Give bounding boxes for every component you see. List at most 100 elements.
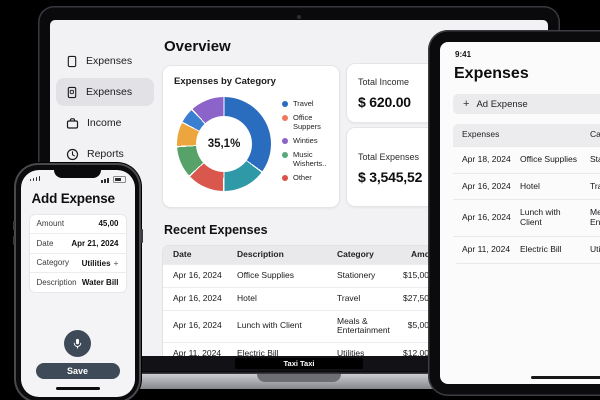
legend-dot [282, 100, 288, 107]
col-expenses: Expenses [462, 129, 500, 139]
table-row[interactable]: Apr 16, 2024 Hotel Travel $27,50 [163, 287, 439, 311]
date-field[interactable]: Date Apr 21, 2024 [29, 234, 126, 254]
laptop-base [95, 374, 503, 389]
phone-page-title: Add Expense [31, 190, 116, 206]
power-button [140, 229, 143, 243]
tablet-expenses-table: Expenses Category Apr 18, 2024 Office Su… [453, 124, 600, 264]
table-header-row: Date Description Category Amount [163, 246, 439, 265]
cell-category: Meals & Entertainment [337, 315, 390, 336]
cell-category: Utilities [590, 243, 600, 254]
table-row[interactable]: Apr 16, 2024 Lunch with Client Meals & E… [453, 200, 600, 237]
sidebar-item-expenses-2[interactable]: Expenses [56, 78, 154, 106]
cell-date: Apr 11, 2024 [462, 243, 511, 254]
col-amount: Amount [411, 249, 440, 260]
document-icon [67, 55, 77, 67]
total-income-card: Total Income $ 620.00 [346, 63, 442, 123]
cell-date: Apr 11, 2024 [173, 348, 222, 356]
cell-description: Electric Bill [237, 348, 279, 356]
cell-description: Hotel [520, 180, 540, 191]
table-row[interactable]: Apr 11, 2024 Electric Bill Utilities $12… [163, 343, 439, 356]
amount-field[interactable]: Amount 45,00 [29, 215, 126, 234]
volume-button [12, 236, 15, 245]
save-button-label: Save [66, 365, 89, 376]
cell-date: Apr 16, 2024 [173, 320, 222, 331]
home-indicator[interactable] [55, 386, 100, 390]
cell-category: Stationery [337, 270, 376, 280]
cell-date: Apr 16, 2024 [173, 292, 222, 303]
microphone-icon [73, 338, 82, 349]
chart-card-title: Expenses by Category [174, 76, 276, 87]
cell-description: Hotel [237, 292, 257, 303]
tablet-device: 9:41 Expenses + Ad Expense Expenses Cate… [428, 30, 600, 396]
cell-category: Stationery [590, 153, 600, 164]
table-row[interactable]: Apr 16, 2024 Hotel Travel [453, 173, 600, 201]
total-expenses-label: Total Expenses [358, 152, 420, 162]
table-row[interactable]: Apr 18, 2024 Office Supplies Stationery [453, 146, 600, 174]
description-field[interactable]: Description Water Bill [30, 273, 126, 292]
webcam-icon [297, 15, 301, 19]
signal-icon [29, 175, 41, 181]
notch [54, 169, 101, 178]
add-expense-form: Amount 45,00 Date Apr 21, 2024 Category … [28, 213, 127, 293]
cell-description: Lunch with Client [237, 320, 302, 331]
legend-item: Music Wisherts.. [282, 150, 334, 168]
dashboard-main: Overview Expenses by Category 35,1% Trav… [162, 20, 548, 356]
cell-amount: $27,50 [403, 292, 429, 303]
cell-description: Electric Bill [520, 243, 562, 254]
field-label: Category [36, 258, 69, 268]
total-income-value: $ 620.00 [358, 94, 411, 110]
microphone-button[interactable] [64, 329, 91, 357]
table-row[interactable]: Apr 16, 2024 Lunch with Client Meals & E… [163, 310, 439, 344]
battery-icon [101, 175, 126, 183]
page-title: Overview [164, 38, 231, 55]
cell-category: Travel [590, 180, 600, 191]
add-expense-button[interactable]: + Ad Expense [453, 94, 600, 114]
legend-item: Office Suppers [282, 113, 334, 131]
expenses-by-category-card: Expenses by Category 35,1% Travel Office… [162, 65, 340, 208]
col-category: Category [590, 129, 600, 139]
sidebar-item-label: Reports [87, 148, 124, 160]
donut-chart: 35,1% [177, 97, 271, 191]
legend-dot [282, 174, 288, 181]
cell-amount: $12,00 [403, 348, 429, 356]
table-row[interactable]: Apr 16, 2024 Office Supplies Stationery … [163, 265, 439, 288]
tablet-screen: 9:41 Expenses + Ad Expense Expenses Cate… [440, 42, 600, 384]
recent-expenses-title: Recent Expenses [164, 223, 268, 237]
volume-button [12, 221, 15, 230]
cell-amount: $15,00 [403, 270, 429, 280]
sidebar-item-label: Expenses [86, 86, 133, 98]
sidebar-item-label: Income [87, 117, 122, 129]
phone-screen: Add Expense Amount 45,00 Date Apr 21, 20… [20, 169, 135, 397]
field-label: Amount [36, 219, 65, 229]
legend-item: Other [282, 173, 334, 182]
donut-hole: 35,1% [196, 116, 252, 172]
tablet-page-title: Expenses [454, 65, 529, 82]
field-value: Water Bill [81, 277, 119, 287]
table-row[interactable]: Apr 11, 2024 Electric Bill Utilities [453, 236, 600, 264]
cell-date: Apr 16, 2024 [462, 212, 511, 223]
sidebar-item-income[interactable]: Income [56, 109, 154, 137]
donut-center-label: 35,1% [207, 138, 241, 150]
sidebar-item-reports[interactable]: Reports [56, 140, 154, 168]
category-field[interactable]: Category Utilities + [29, 254, 126, 273]
disclosure-icon: + [113, 257, 119, 268]
add-expense-label: Ad Expense [476, 98, 528, 110]
sidebar-item-expenses-1[interactable]: Expenses [56, 47, 154, 75]
legend-item: Winties [282, 136, 334, 145]
recent-expenses-table: Date Description Category Amount Apr 16,… [162, 245, 440, 356]
chart-legend: Travel Office Suppers Winties Music Wish… [282, 99, 334, 187]
col-date: Date [173, 249, 192, 260]
field-label: Date [36, 238, 54, 248]
status-time: 9:41 [455, 50, 472, 59]
cell-category: Meals & Entertainment [590, 207, 600, 228]
cell-amount: $5,00 [407, 320, 429, 331]
cell-category: Travel [337, 292, 361, 303]
laptop-base-notch [257, 374, 341, 382]
field-value: 45,00 [98, 219, 119, 229]
home-indicator[interactable] [531, 375, 600, 379]
legend-dot [282, 137, 288, 144]
dock-label: Taxi Taxi [235, 358, 363, 369]
save-button[interactable]: Save [35, 362, 120, 379]
cell-date: Apr 18, 2024 [462, 153, 511, 164]
total-expenses-value: $ 3,545,52 [358, 169, 423, 185]
